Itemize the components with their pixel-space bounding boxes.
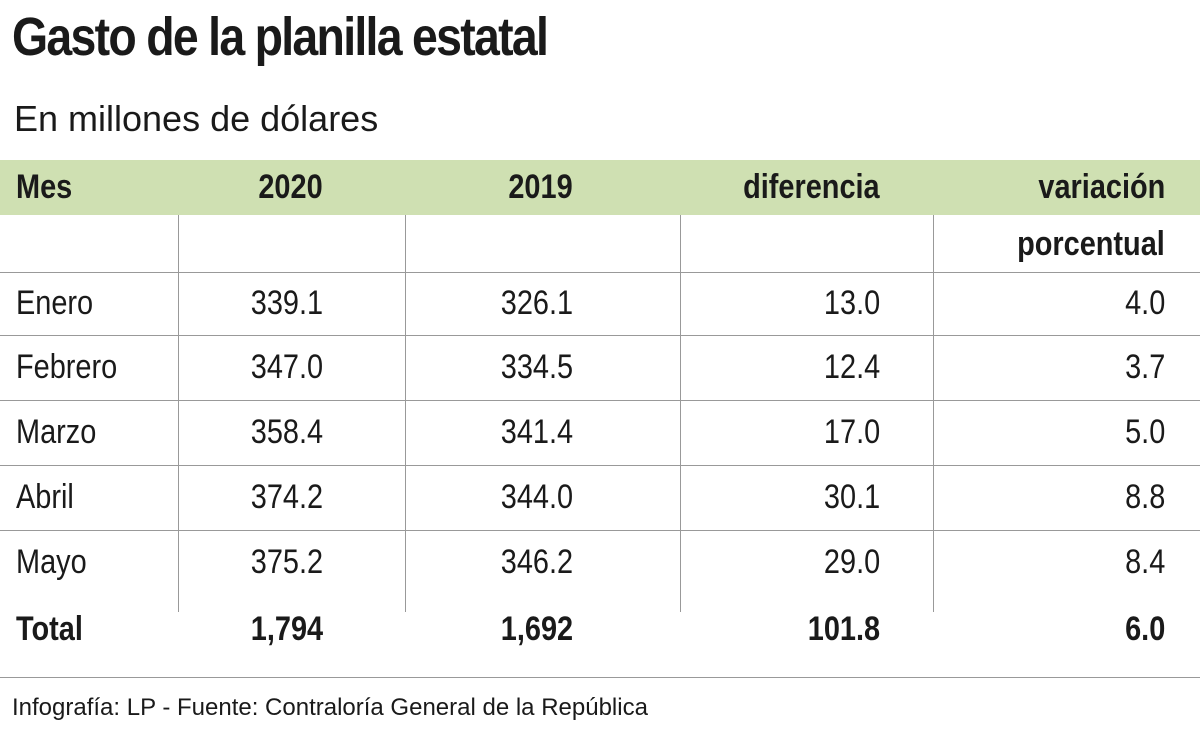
table-cell: 3.7 bbox=[1124, 348, 1165, 386]
column-divider bbox=[680, 215, 681, 612]
subtitle: En millones de dólares bbox=[14, 98, 379, 139]
column-header: variación bbox=[1038, 168, 1165, 206]
header-band bbox=[0, 160, 1200, 215]
table-cell: Febrero bbox=[16, 348, 118, 386]
table-cell: 375.2 bbox=[250, 543, 323, 581]
table-cell: 8.8 bbox=[1124, 478, 1165, 516]
table-cell: 12.4 bbox=[823, 348, 880, 386]
total-cell: 1,794 bbox=[250, 610, 323, 648]
table-cell: 326.1 bbox=[500, 284, 573, 322]
row-divider bbox=[0, 335, 1200, 336]
column-header: 2019 bbox=[508, 168, 573, 206]
table-cell: Mayo bbox=[16, 543, 87, 581]
row-divider bbox=[0, 530, 1200, 531]
title: Gasto de la planilla estatal bbox=[12, 7, 549, 67]
table-cell: 339.1 bbox=[250, 284, 323, 322]
column-header: diferencia bbox=[743, 168, 880, 206]
row-divider bbox=[0, 400, 1200, 401]
table-cell: 347.0 bbox=[250, 348, 323, 386]
total-cell: 1,692 bbox=[500, 610, 573, 648]
table-cell: 29.0 bbox=[823, 543, 880, 581]
column-divider bbox=[178, 215, 179, 612]
row-divider bbox=[0, 272, 1200, 273]
table-cell: 13.0 bbox=[823, 284, 880, 322]
table-cell: 334.5 bbox=[500, 348, 573, 386]
table-cell: 374.2 bbox=[250, 478, 323, 516]
table-cell: 17.0 bbox=[823, 413, 880, 451]
column-divider bbox=[933, 215, 934, 612]
table-cell: 4.0 bbox=[1124, 284, 1165, 322]
column-divider bbox=[405, 215, 406, 612]
table-cell: Enero bbox=[16, 284, 94, 322]
source: Infografía: LP - Fuente: Contraloría Gen… bbox=[12, 694, 648, 721]
total-cell: 6.0 bbox=[1124, 610, 1165, 648]
column-header: porcentual bbox=[1017, 225, 1165, 263]
table-cell: Abril bbox=[16, 478, 74, 516]
table-cell: 358.4 bbox=[250, 413, 323, 451]
table-cell: 346.2 bbox=[500, 543, 573, 581]
column-header: 2020 bbox=[258, 168, 323, 206]
table-cell: 5.0 bbox=[1124, 413, 1165, 451]
column-header: Mes bbox=[16, 168, 73, 206]
row-divider bbox=[0, 465, 1200, 466]
table-cell: 344.0 bbox=[500, 478, 573, 516]
bottom-rule bbox=[0, 677, 1200, 678]
total-cell: Total bbox=[16, 610, 83, 648]
table-cell: 8.4 bbox=[1124, 543, 1165, 581]
total-cell: 101.8 bbox=[807, 610, 880, 648]
table-cell: 30.1 bbox=[823, 478, 880, 516]
table-cell: Marzo bbox=[16, 413, 97, 451]
table-cell: 341.4 bbox=[500, 413, 573, 451]
